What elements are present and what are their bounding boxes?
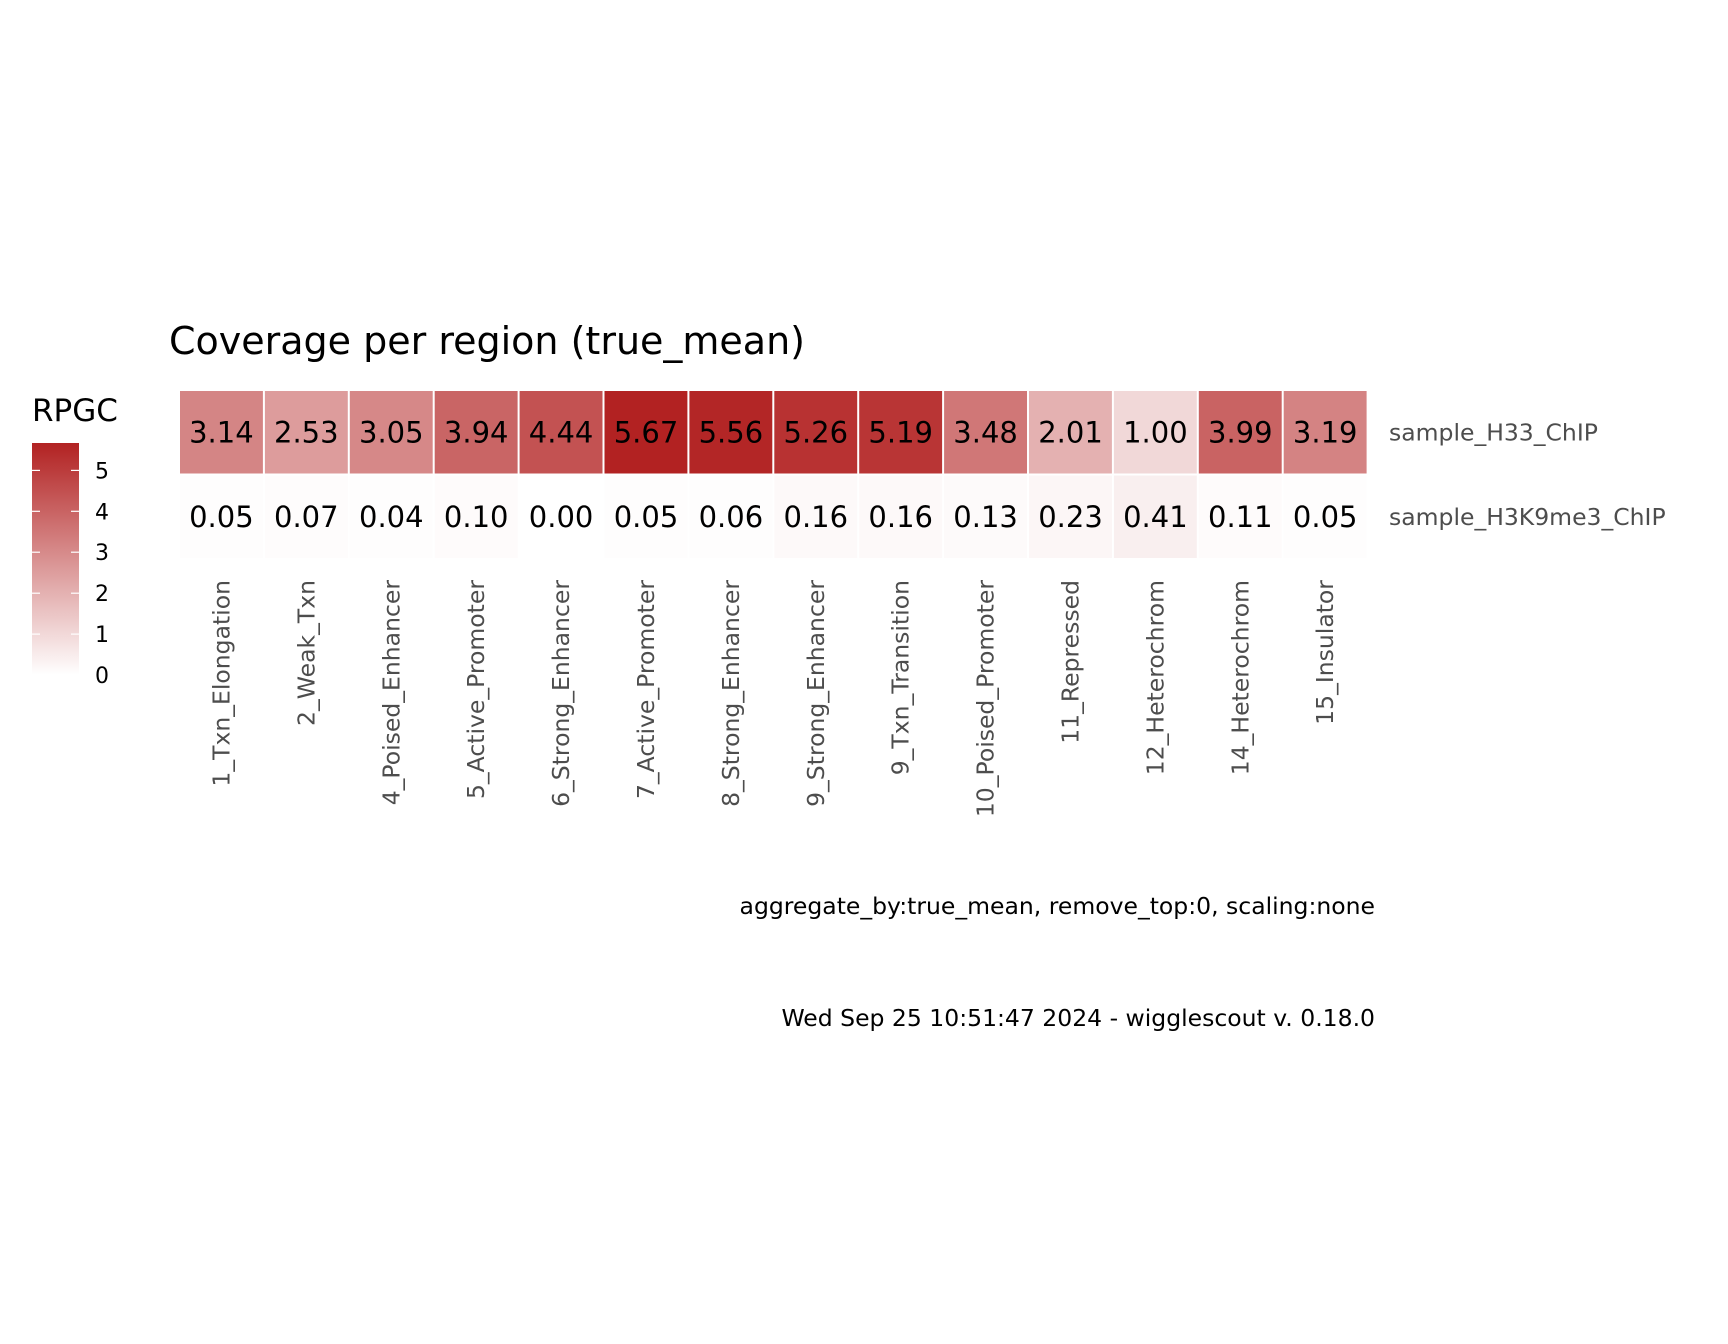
chart-title: Coverage per region (true_mean) xyxy=(169,319,805,363)
heatmap-cell xyxy=(1113,391,1197,474)
column-label: 12_Heterochrom xyxy=(1141,580,1169,775)
heatmap-cell xyxy=(349,475,433,558)
cell-value-label: 5.19 xyxy=(868,415,933,449)
column-label: 5_Active_Promoter xyxy=(462,580,490,799)
legend-tick-label: 5 xyxy=(95,459,109,484)
row-label: sample_H33_ChIP xyxy=(1389,418,1598,446)
heatmap-cell xyxy=(349,391,433,474)
heatmap-cell xyxy=(604,391,688,474)
heatmap-cell xyxy=(1029,391,1112,474)
heatmap-cell xyxy=(944,391,1027,474)
cell-value-label: 0.16 xyxy=(868,500,933,534)
caption-timestamp: Wed Sep 25 10:51:47 2024 - wigglescout v… xyxy=(781,1004,1375,1032)
legend-colorbar xyxy=(32,443,79,675)
heatmap-cell xyxy=(1029,475,1112,558)
cell-value-label: 5.67 xyxy=(614,415,679,449)
heatmap-cell-labels: 3.14 2.53 3.05 3.94 4.44 5.67 5.56 5.26 5.19 3.48… xyxy=(189,415,1357,534)
column-label: 8_Strong_Enhancer xyxy=(717,580,745,807)
legend-tick-label: 3 xyxy=(95,541,109,566)
column-label: 14_Heterochrom xyxy=(1226,580,1254,775)
heatmap-cell xyxy=(1198,391,1282,474)
heatmap-cell xyxy=(1283,391,1367,474)
column-label: 9_Strong_Enhancer xyxy=(802,580,830,807)
legend: RPGC 0 1 2 3 4 5 xyxy=(32,393,118,689)
cell-value-label: 0.04 xyxy=(359,500,424,534)
legend-tick-label: 2 xyxy=(95,582,109,607)
heatmap-cell xyxy=(859,475,943,558)
heatmap-cell xyxy=(180,391,263,474)
legend-title: RPGC xyxy=(32,393,118,429)
heatmap-cell xyxy=(264,391,348,474)
column-label: 1_Txn_Elongation xyxy=(207,580,235,787)
cell-value-label: 0.05 xyxy=(189,500,254,534)
cell-value-label: 5.56 xyxy=(699,415,764,449)
heatmap-cell xyxy=(689,475,773,558)
column-label: 2_Weak_Txn xyxy=(292,580,320,726)
column-labels: 1_Txn_Elongation 2_Weak_Txn 4_Poised_Enhan… xyxy=(207,580,1339,817)
cell-value-label: 3.48 xyxy=(953,415,1018,449)
heatmap-cell xyxy=(264,475,348,558)
cell-value-label: 0.06 xyxy=(699,500,764,534)
cell-value-label: 2.01 xyxy=(1038,415,1103,449)
heatmap-cell xyxy=(689,391,773,474)
cell-value-label: 3.99 xyxy=(1208,415,1273,449)
heatmap-cell xyxy=(434,391,518,474)
cell-value-label: 3.94 xyxy=(444,415,509,449)
cell-value-label: 0.05 xyxy=(1293,500,1358,534)
heatmap-cell xyxy=(774,475,858,558)
heatmap-cell xyxy=(604,475,688,558)
legend-ticks: 0 1 2 3 4 5 xyxy=(32,459,109,689)
heatmap-cell xyxy=(519,391,603,474)
column-label: 15_Insulator xyxy=(1311,580,1339,725)
cell-value-label: 0.00 xyxy=(529,500,594,534)
cell-value-label: 0.16 xyxy=(784,500,849,534)
cell-value-label: 0.13 xyxy=(953,500,1018,534)
column-label: 9_Txn_Transition xyxy=(887,580,915,775)
row-label: sample_H3K9me3_ChIP xyxy=(1389,503,1666,531)
cell-value-label: 0.10 xyxy=(444,500,509,534)
heatmap-cell xyxy=(774,391,858,474)
cell-value-label: 4.44 xyxy=(529,415,594,449)
cell-value-label: 0.11 xyxy=(1208,500,1273,534)
cell-value-label: 5.26 xyxy=(784,415,849,449)
legend-tick-label: 1 xyxy=(95,623,109,648)
cell-value-label: 0.41 xyxy=(1123,500,1188,534)
column-label: 11_Repressed xyxy=(1057,580,1085,744)
legend-tick-label: 0 xyxy=(95,664,109,689)
cell-value-label: 0.07 xyxy=(274,500,339,534)
heatmap-cell xyxy=(180,475,263,558)
cell-value-label: 3.14 xyxy=(189,415,254,449)
heatmap-cells xyxy=(180,391,1367,558)
cell-value-label: 2.53 xyxy=(274,415,339,449)
heatmap-cell xyxy=(434,475,518,558)
cell-value-label: 0.23 xyxy=(1038,500,1103,534)
legend-tick-label: 4 xyxy=(95,500,109,525)
column-label: 4_Poised_Enhancer xyxy=(377,580,405,806)
heatmap-cell xyxy=(1113,475,1197,558)
heatmap-cell xyxy=(944,475,1027,558)
heatmap-cell xyxy=(859,391,943,474)
cell-value-label: 1.00 xyxy=(1123,415,1188,449)
heatmap-cell xyxy=(1198,475,1282,558)
column-label: 6_Strong_Enhancer xyxy=(547,580,575,807)
column-label: 10_Poised_Promoter xyxy=(972,580,1000,817)
cell-value-label: 3.05 xyxy=(359,415,424,449)
caption-settings: aggregate_by:true_mean, remove_top:0, sc… xyxy=(740,892,1375,920)
heatmap-cell xyxy=(519,475,603,558)
row-labels: sample_H33_ChIP sample_H3K9me3_ChIP xyxy=(1389,418,1666,531)
cell-value-label: 0.05 xyxy=(614,500,679,534)
heatmap-cell xyxy=(1283,475,1367,558)
column-label: 7_Active_Promoter xyxy=(632,580,660,799)
cell-value-label: 3.19 xyxy=(1293,415,1358,449)
